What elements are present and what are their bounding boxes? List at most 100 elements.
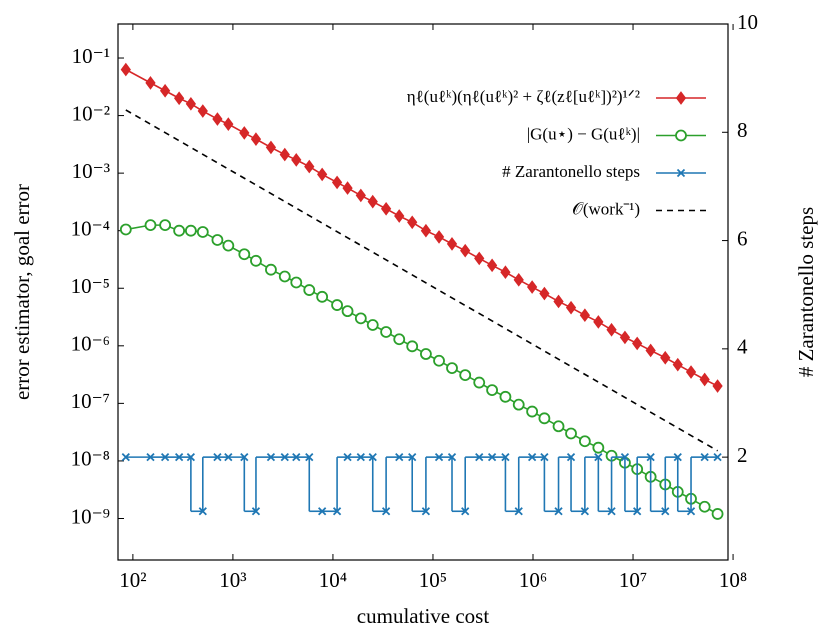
marker-x [408,452,417,462]
marker-diamond [460,243,471,258]
marker-diamond [685,365,697,379]
y-tick-label: 10⁻² [72,101,110,125]
marker-diamond [553,294,564,309]
marker-circle [420,348,432,360]
marker-diamond [342,181,353,195]
y-tick-label: 10⁻⁶ [71,332,110,356]
marker-x [332,507,342,516]
marker-circle [499,390,512,403]
y2-tick-label: 4 [737,335,748,359]
y2-tick-label: 8 [737,118,748,142]
marker-x [174,452,184,462]
marker-circle [675,129,687,142]
y-tick-label: 10⁻⁸ [71,447,110,471]
marker-diamond [474,251,485,266]
marker-circle [393,333,406,346]
marker-x [461,507,470,516]
marker-diamond [355,188,366,203]
marker-circle [473,376,486,389]
marker-diamond [526,280,538,294]
marker-x [527,452,537,462]
marker-x [146,452,155,462]
marker-circle [341,305,354,318]
marker-x [661,507,670,516]
marker-x [700,452,709,462]
marker-circle [538,412,551,425]
x-tick-label: 10⁵ [419,568,447,592]
marker-x [213,452,222,462]
marker-x [305,452,314,462]
marker-diamond [197,104,208,118]
marker-circle [446,362,458,374]
marker-diamond [185,96,197,111]
marker-x [343,452,352,462]
marker-circle [459,369,472,381]
marker-circle [565,427,577,440]
marker-circle [592,441,605,454]
marker-diamond [672,357,683,372]
marker-diamond [446,237,458,251]
marker-diamond [675,91,687,105]
marker-x [160,452,170,462]
y-tick-label: 10⁻⁹ [71,504,110,528]
marker-diamond [291,153,302,167]
marker-circle [265,263,277,276]
marker-circle [196,226,209,238]
x-tick-label: 10⁶ [519,568,547,592]
marker-x [633,507,642,516]
y-axis-label: error estimator, goal error [10,184,34,400]
marker-x [240,452,249,462]
marker-x [676,168,686,178]
marker-x [292,452,301,462]
x-tick-label: 10² [119,568,146,592]
marker-diamond [317,167,328,182]
marker-circle [211,234,224,246]
marker-diamond [712,379,723,393]
marker-circle [316,290,329,303]
y2-tick-label: 10 [737,10,758,34]
marker-x [395,452,404,462]
marker-x [713,452,722,462]
marker-x [514,507,523,516]
marker-x [607,507,616,516]
marker-circle [512,398,525,411]
marker-x [580,507,590,516]
y2-tick-label: 6 [737,226,748,250]
marker-x [421,507,431,516]
marker-x [251,507,261,516]
marker-diamond [433,230,445,244]
marker-diamond [394,209,405,223]
marker-diamond [331,175,343,190]
legend-label: ηℓ(uℓᵏ)(ηℓ(uℓᵏ)² + ζℓ(zℓ[uℓᵏ])²)¹ᐟ² [407,87,640,106]
marker-x [318,507,327,516]
marker-circle [380,326,393,338]
marker-diamond [279,147,290,162]
marker-circle [184,224,197,237]
marker-circle [250,254,262,267]
marker-circle [366,319,379,331]
marker-circle [119,223,132,236]
marker-diamond [645,343,656,358]
marker-diamond [239,126,250,140]
marker-x [620,452,630,462]
marker-x [224,452,233,462]
marker-diamond [486,258,498,273]
x-tick-label: 10³ [219,568,246,592]
marker-circle [238,248,251,261]
marker-x [673,452,682,462]
marker-diamond [304,159,315,174]
marker-diamond [513,273,524,287]
marker-diamond [407,215,418,230]
marker-diamond [606,322,617,337]
marker-diamond [212,112,223,126]
y2-axis-label: # Zarantonello steps [794,207,818,377]
x-tick-label: 10⁸ [719,568,747,592]
marker-x [198,507,207,516]
series-line [125,109,718,452]
marker-circle [552,420,565,433]
marker-x [540,452,549,462]
marker-x [554,507,563,516]
marker-circle [698,500,711,513]
y-tick-label: 10⁻⁷ [71,389,110,413]
